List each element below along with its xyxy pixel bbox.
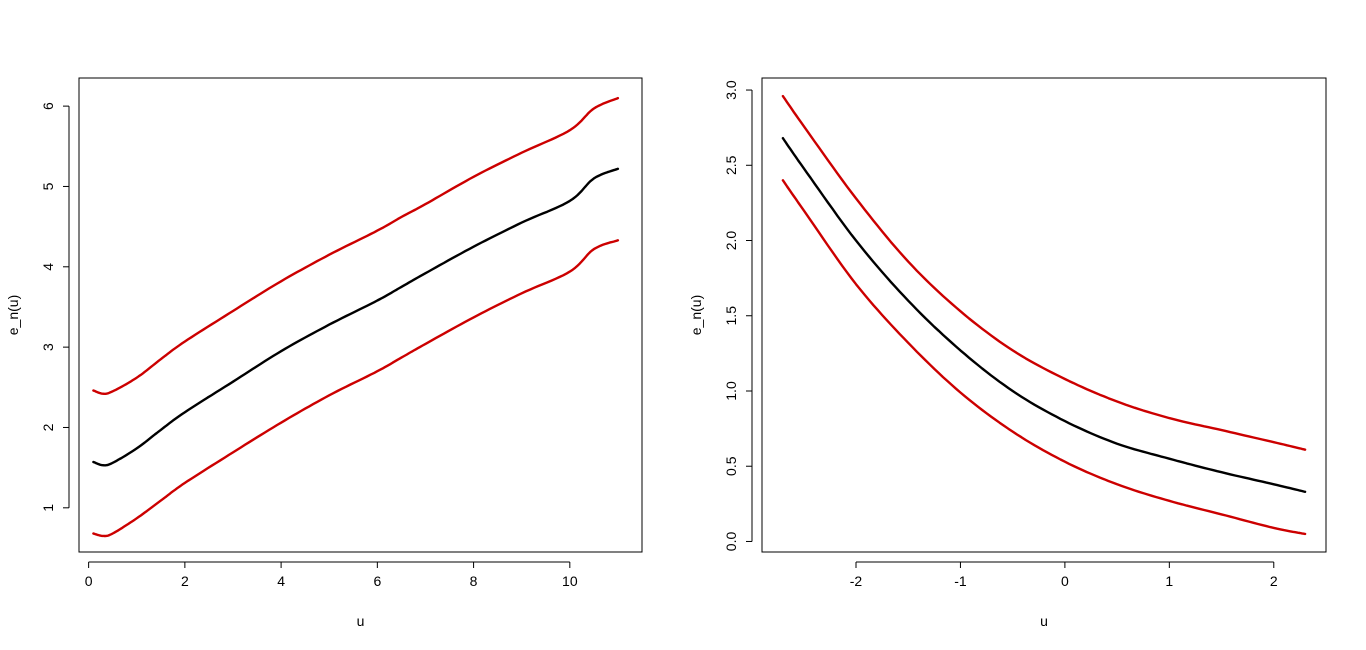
y-tick-label: 0.0 xyxy=(723,532,739,552)
y-tick-label: 4 xyxy=(40,263,56,271)
x-tick-label: -1 xyxy=(954,573,967,589)
series-line-central xyxy=(92,167,620,467)
series-line-lower xyxy=(92,239,620,538)
y-tick-label: 6 xyxy=(40,102,56,110)
y-tick-label: 1 xyxy=(40,504,56,512)
x-tick-label: 6 xyxy=(373,573,381,589)
x-tick-label: 10 xyxy=(562,573,578,589)
y-tick-label: 5 xyxy=(40,182,56,190)
series-line-lower xyxy=(781,179,1307,536)
x-tick-label: -2 xyxy=(850,573,863,589)
y-tick-label: 2.0 xyxy=(723,231,739,251)
y-tick-label: 2.5 xyxy=(723,155,739,175)
x-axis-label: u xyxy=(1040,613,1048,629)
y-tick-label: 3 xyxy=(40,343,56,351)
x-tick-label: 2 xyxy=(1270,573,1278,589)
x-axis-label: u xyxy=(357,613,365,629)
x-tick-label: 0 xyxy=(1061,573,1069,589)
y-tick-label: 1.0 xyxy=(723,381,739,401)
x-tick-label: 0 xyxy=(85,573,93,589)
y-tick-label: 1.5 xyxy=(723,306,739,326)
x-tick-label: 2 xyxy=(181,573,189,589)
y-axis-label: e_n(u) xyxy=(5,295,21,335)
y-tick-label: 0.5 xyxy=(723,456,739,476)
y-tick-label: 3.0 xyxy=(723,80,739,100)
plot-frame xyxy=(78,77,643,553)
plot-frame xyxy=(761,77,1327,553)
x-tick-label: 4 xyxy=(277,573,285,589)
series-line-central xyxy=(781,137,1307,493)
y-tick-label: 2 xyxy=(40,423,56,431)
y-axis-label: e_n(u) xyxy=(688,295,704,335)
series-line-upper xyxy=(781,94,1307,451)
x-tick-label: 1 xyxy=(1165,573,1173,589)
x-tick-label: 8 xyxy=(470,573,478,589)
series-line-upper xyxy=(92,96,620,395)
right-plot-panel: -2 -1 0 1 2 0.0 0.5 1.0 1.5 2.0 2.5 3.0 u e_n(u) xyxy=(688,77,1327,629)
